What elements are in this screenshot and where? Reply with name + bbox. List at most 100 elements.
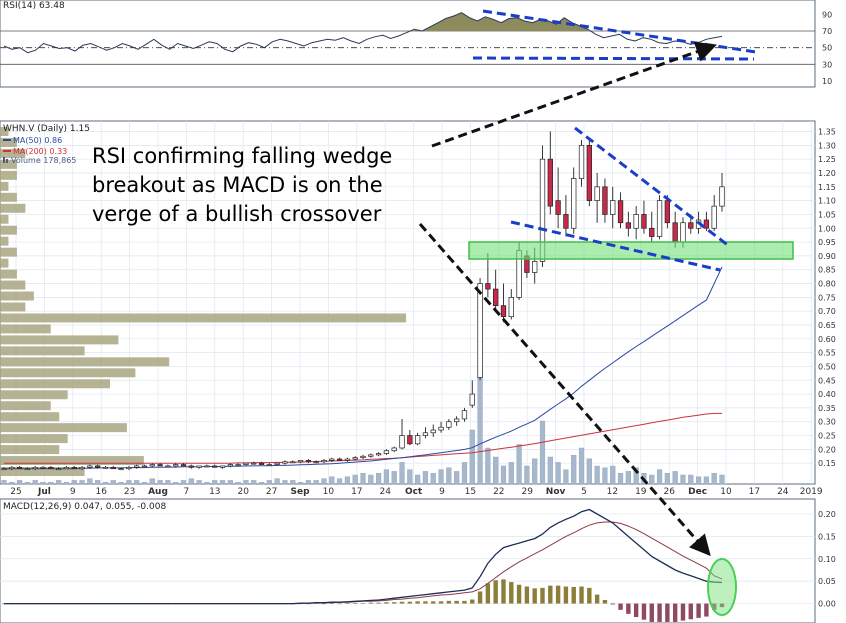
candle-body — [563, 214, 569, 229]
macd-tick-label: 0.10 — [818, 555, 836, 564]
date-tick-label: 29 — [521, 487, 533, 497]
macd-histogram-bar — [485, 583, 491, 604]
macd-histogram-bar — [376, 602, 381, 604]
volume-bar — [290, 480, 296, 485]
date-tick-label: Oct — [405, 487, 423, 497]
volume-bar — [407, 469, 413, 485]
macd-histogram-bar — [306, 603, 311, 605]
volume-by-price-bar — [0, 401, 51, 411]
volume-bar — [672, 471, 678, 485]
rsi-panel: 10 30 50 70 90 RSI(14) 63.48 — [0, 0, 832, 88]
volume-bar — [625, 471, 631, 485]
macd-histogram-bar — [493, 580, 498, 604]
macd-histogram-bar — [579, 586, 584, 604]
volume-bar — [454, 471, 460, 485]
macd-y-axis: 0.00 0.05 0.10 0.15 0.20 — [818, 510, 836, 609]
date-tick-label: 7 — [184, 487, 190, 497]
volume-bar — [344, 476, 350, 485]
candle-body — [485, 283, 491, 290]
candle-body — [204, 465, 210, 468]
wedge-lower-trendline — [510, 220, 721, 272]
candle-body — [95, 465, 101, 468]
macd-histogram-bar — [368, 602, 374, 604]
candle-body — [87, 465, 93, 468]
candle-body — [48, 466, 54, 470]
candle-body — [633, 214, 639, 229]
candle-body — [141, 465, 148, 468]
volume-bar — [63, 482, 70, 485]
candle-body — [571, 178, 577, 229]
volume-bar — [383, 469, 390, 485]
price-tick-label: 1.30 — [818, 141, 836, 150]
volume-bar — [376, 473, 382, 485]
volume-bar — [617, 473, 624, 485]
date-tick-label: 9 — [70, 487, 76, 497]
macd-histogram-bar — [337, 603, 342, 605]
price-tick-label: 1.35 — [818, 128, 836, 137]
volume-bar — [141, 482, 148, 485]
candlesticks — [1, 131, 725, 471]
date-tick-label: 5 — [581, 487, 587, 497]
price-tick-label: 0.35 — [818, 404, 836, 413]
macd-histogram-bar — [345, 603, 350, 604]
candle-body — [290, 461, 296, 464]
volume-bar — [258, 482, 265, 485]
volume-by-price-bar — [0, 127, 9, 136]
candle-body — [594, 186, 600, 201]
volume-by-price-bar — [0, 181, 9, 191]
macd-tick-label: 0.05 — [818, 577, 836, 586]
volume-by-price-bar — [0, 335, 119, 345]
volume-by-price-bar — [0, 291, 34, 301]
volume-bar — [71, 480, 77, 485]
macd-histogram-bar — [680, 603, 686, 621]
volume-bar — [368, 474, 374, 485]
price-tick-label: 0.90 — [818, 252, 836, 261]
price-tick-label: 0.60 — [818, 335, 836, 344]
candle-body — [274, 462, 280, 465]
candle-body — [126, 466, 132, 470]
candle-body — [664, 200, 671, 224]
rsi-tick-label: 90 — [822, 10, 832, 19]
macd-crossover-highlight — [707, 558, 737, 616]
candle-body — [173, 464, 179, 467]
volume-by-price-bar — [0, 225, 17, 235]
macd-histogram-bar — [548, 585, 553, 604]
volume-by-price-bar — [0, 159, 17, 169]
volume-bar — [602, 467, 608, 485]
candle-body — [157, 464, 163, 467]
rsi-line — [3, 12, 723, 54]
macd-histogram-bar — [470, 599, 475, 604]
candle-body — [212, 465, 218, 468]
candle-body — [118, 468, 124, 471]
date-tick-label: 27 — [266, 487, 277, 497]
volume-bar — [149, 478, 155, 485]
candle-body — [149, 464, 155, 467]
volume-bar — [508, 462, 514, 485]
candle-body — [188, 465, 194, 468]
candle-body — [282, 461, 288, 464]
candle-body — [711, 205, 717, 229]
candle-body — [16, 466, 23, 470]
candle-body — [602, 186, 608, 215]
date-tick-label: Dec — [688, 487, 707, 497]
price-tick-label: 0.80 — [818, 280, 836, 289]
price-y-axis: 0.15 0.20 0.25 0.30 0.35 0.40 0.45 0.50 0.55 0.60… — [818, 128, 836, 469]
candle-body — [649, 227, 655, 237]
candle-body — [321, 460, 327, 463]
date-tick-label: 16 — [95, 487, 107, 497]
volume-bar — [664, 473, 670, 485]
macd-histogram-bar — [563, 586, 569, 604]
candle-body — [360, 455, 366, 459]
volume-by-price-bar — [0, 412, 60, 422]
volume-bar — [656, 469, 663, 485]
candle-body — [493, 288, 499, 306]
volume-bar — [446, 467, 452, 485]
candle-body — [547, 158, 553, 207]
macd-histogram-bar — [555, 585, 561, 604]
volume-bar — [134, 480, 140, 485]
volume-bar — [610, 465, 616, 485]
volume-bar — [9, 482, 15, 485]
candle-body — [180, 464, 187, 467]
candle-body — [438, 426, 444, 431]
candle-body — [55, 468, 62, 471]
